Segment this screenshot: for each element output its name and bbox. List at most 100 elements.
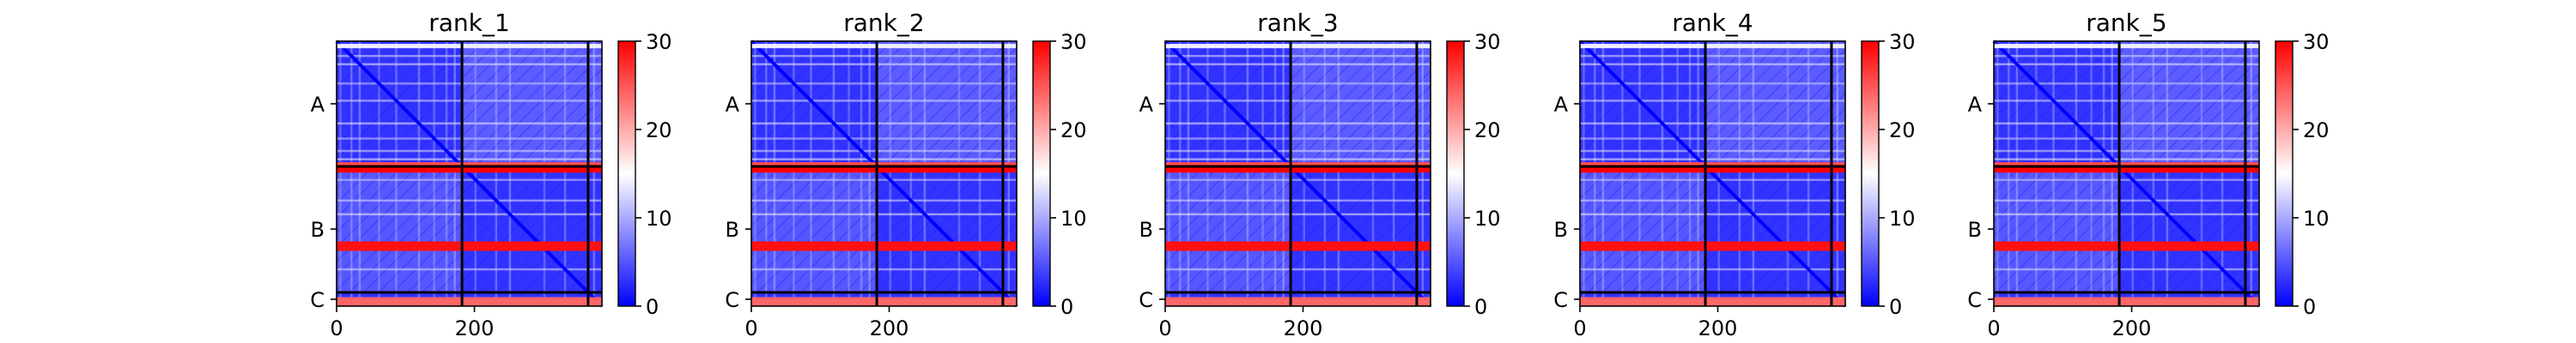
colorbar: 0 10 20 30	[1032, 30, 1087, 319]
heatmap-row-high-error-c	[751, 297, 1017, 306]
heatmap-stripe	[1580, 55, 1845, 57]
chain-label-c: C	[725, 288, 739, 312]
chain-label-a: A	[1139, 93, 1154, 117]
colorbar-tick-label: 30	[2303, 30, 2330, 54]
colorbar-tick-label: 20	[1474, 118, 1501, 142]
heatmap-diagonal	[1992, 39, 2261, 308]
heatmap-stripe	[1165, 137, 1431, 140]
heatmap-stripe-v	[2200, 41, 2203, 306]
heatmap-stripe	[1580, 268, 1845, 271]
panel-title: rank_5	[2086, 9, 2166, 37]
heatmap-stripe	[751, 63, 1017, 66]
chain-label-b: B	[1554, 218, 1568, 242]
colorbar-tick-label: 30	[1474, 30, 1501, 54]
heatmap-stripe	[1165, 213, 1431, 216]
heatmap-row-high-error-b	[1165, 241, 1431, 251]
heatmap-stripe-v	[1206, 41, 1209, 306]
heatmap-stripe	[751, 82, 1017, 85]
heatmap-stripe-v	[1421, 41, 1425, 306]
heatmap-row-high-error-c	[1580, 297, 1845, 306]
chain-label-a: A	[311, 93, 325, 117]
heatmap-stripe-v	[1621, 41, 1624, 306]
heatmap-stripe-v	[1273, 41, 1277, 306]
heatmap-stripe-v	[339, 41, 342, 306]
x-tick-label: 200	[455, 316, 495, 340]
heatmap-stripe-v	[2131, 41, 2135, 306]
heatmap-row-n-term	[1994, 44, 2259, 49]
heatmap-stripe-v	[923, 41, 927, 306]
heatmap-stripe	[337, 82, 602, 85]
colorbar-tick-label: 0	[2303, 295, 2316, 319]
heatmap-row-high-error-b	[337, 241, 602, 251]
colorbar-tick-label: 30	[646, 30, 672, 54]
heatmap-stripe-v	[765, 41, 768, 306]
heatmap-stripe-v	[1168, 41, 1170, 306]
heatmap-stripe	[337, 178, 602, 182]
heatmap-stripe	[751, 137, 1017, 140]
heatmap-stripe	[751, 55, 1017, 57]
colorbar: 0 10 20 30	[617, 30, 672, 319]
heatmap-stripe-v	[1323, 41, 1327, 306]
x-tick-label: 0	[330, 316, 343, 340]
colorbar: 0 10 20 30	[1861, 30, 1916, 319]
heatmap-stripe-v	[433, 41, 435, 306]
colorbar-tick-label: 20	[1889, 118, 1916, 142]
heatmap-row-n-term	[1580, 44, 1845, 49]
colorbar-tick-label: 30	[1889, 30, 1916, 54]
heatmap-stripe-v	[2152, 41, 2155, 306]
heatmap-stripe	[1994, 158, 2259, 160]
heatmap-stripe-v	[2111, 41, 2113, 306]
chain-label-c: C	[1139, 288, 1153, 312]
heatmap-stripe-v	[2035, 41, 2038, 306]
heatmap-stripe-v	[957, 41, 961, 306]
heatmap-row-edge-a	[337, 162, 602, 165]
heatmap-stripe	[751, 213, 1017, 216]
heatmap-stripe-v	[445, 41, 448, 306]
heatmap-stripe	[1165, 122, 1431, 125]
chain-label-b: B	[726, 218, 739, 242]
heatmap-stripe-v	[1337, 41, 1340, 306]
heatmap-stripe-v	[909, 41, 913, 306]
heatmap-stripe-v	[868, 41, 871, 306]
heatmap-stripe	[751, 178, 1017, 182]
heatmap-stripe	[1165, 158, 1431, 160]
colorbar-tick-label: 20	[1060, 118, 1087, 142]
heatmap-frame	[750, 40, 1018, 307]
heatmap-stripe	[751, 149, 1017, 153]
chain-label-c: C	[310, 288, 325, 312]
colorbar-tick-label: 0	[1889, 295, 1902, 319]
heatmap-stripe-v	[378, 41, 380, 306]
colorbar: 0 10 20 30	[2275, 30, 2330, 319]
heatmap-stripe	[1165, 149, 1431, 153]
heatmap-stripe	[1994, 149, 2259, 153]
heatmap-stripe-v	[860, 41, 863, 306]
heatmap-stripe-v	[1807, 41, 1810, 306]
heatmap-stripe	[1580, 158, 1845, 160]
heatmap-stripe-v	[2250, 41, 2253, 306]
heatmap-stripe-v	[1661, 41, 1664, 306]
heatmap-stripe-v	[1786, 41, 1789, 306]
heatmap-stripe	[337, 149, 602, 153]
heatmap-stripe-v	[358, 41, 361, 306]
heatmap-frame	[1579, 40, 1846, 307]
heatmap-row-edge-a	[1165, 162, 1431, 165]
colorbar-gradient	[1032, 40, 1051, 307]
heatmap-stripe	[1580, 82, 1845, 85]
x-tick-label: 0	[1987, 316, 2000, 340]
colorbar-tick-label: 10	[1889, 207, 1916, 231]
heatmap-stripe-v	[508, 41, 512, 306]
heatmap-stripe	[1580, 63, 1845, 66]
colorbar-tick-label: 0	[1060, 295, 1073, 319]
heatmap-stripe	[1580, 99, 1845, 102]
heatmap-stripe-v	[793, 41, 795, 306]
heatmap-stripe	[751, 199, 1017, 202]
heatmap-stripe-v	[1697, 41, 1699, 306]
chain-label-b: B	[1139, 218, 1153, 242]
colorbar-tick-label: 0	[646, 295, 659, 319]
heatmap-diagonal	[750, 39, 1018, 308]
heatmap-stripe-v	[889, 41, 892, 306]
heatmap-stripe-v	[395, 41, 398, 306]
chain-label-c: C	[1967, 288, 1982, 312]
heatmap-stripe	[1580, 137, 1845, 140]
panel-title: rank_1	[428, 9, 509, 37]
